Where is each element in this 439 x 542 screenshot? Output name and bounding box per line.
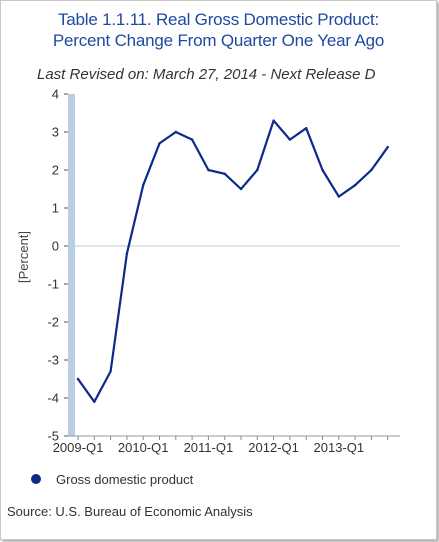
data-point xyxy=(76,377,80,381)
data-point xyxy=(288,138,292,141)
data-point xyxy=(142,184,145,187)
data-point xyxy=(256,168,259,172)
data-point xyxy=(109,370,112,373)
data-point xyxy=(190,138,194,141)
y-tick-label: -4 xyxy=(47,391,59,406)
data-point xyxy=(223,172,226,175)
data-point xyxy=(125,252,129,255)
data-point xyxy=(239,187,243,191)
x-tick-label: 2012-Q1 xyxy=(248,440,299,455)
y-tick-label: 0 xyxy=(52,239,59,254)
legend-label: Gross domestic product xyxy=(56,471,194,487)
x-tick-label: 2010-Q1 xyxy=(118,440,169,455)
source-note: Source: U.S. Bureau of Economic Analysis xyxy=(7,504,253,519)
data-point xyxy=(386,146,389,149)
y-tick-label: 1 xyxy=(52,201,59,216)
data-point xyxy=(353,184,357,187)
legend-marker xyxy=(31,474,41,484)
data-point xyxy=(207,168,210,172)
data-point xyxy=(337,195,340,198)
y-tick-label: -5 xyxy=(47,429,59,444)
data-point xyxy=(93,400,96,403)
data-point xyxy=(321,168,324,172)
y-tick-label: 3 xyxy=(52,125,59,140)
y-tick-label: -2 xyxy=(47,315,59,330)
series-line-gdp xyxy=(76,119,389,403)
data-point xyxy=(174,130,177,134)
legend: Gross domestic product xyxy=(31,470,193,488)
data-point xyxy=(305,127,308,130)
x-tick-label: 2013-Q1 xyxy=(314,440,365,455)
y-tick-label: 2 xyxy=(52,163,59,178)
y-axis-label: [Percent] xyxy=(16,230,31,283)
x-tick-label: 2009-Q1 xyxy=(53,440,104,455)
data-point xyxy=(370,168,373,172)
y-tick-label: -3 xyxy=(47,353,59,368)
data-point xyxy=(158,142,161,145)
chart-title-line-2: Percent Change From Quarter One Year Ago xyxy=(52,31,385,50)
chart-title-line-1: Table 1.1.11. Real Gross Domestic Produc… xyxy=(57,10,380,29)
data-point xyxy=(272,119,275,122)
y-axis-band xyxy=(68,94,75,436)
chart-subtitle: Last Revised on: March 27, 2014 - Next R… xyxy=(37,66,376,83)
y-tick-label: 4 xyxy=(52,87,59,102)
x-tick-label: 2011-Q1 xyxy=(184,440,234,455)
y-tick-label: -1 xyxy=(47,277,59,292)
